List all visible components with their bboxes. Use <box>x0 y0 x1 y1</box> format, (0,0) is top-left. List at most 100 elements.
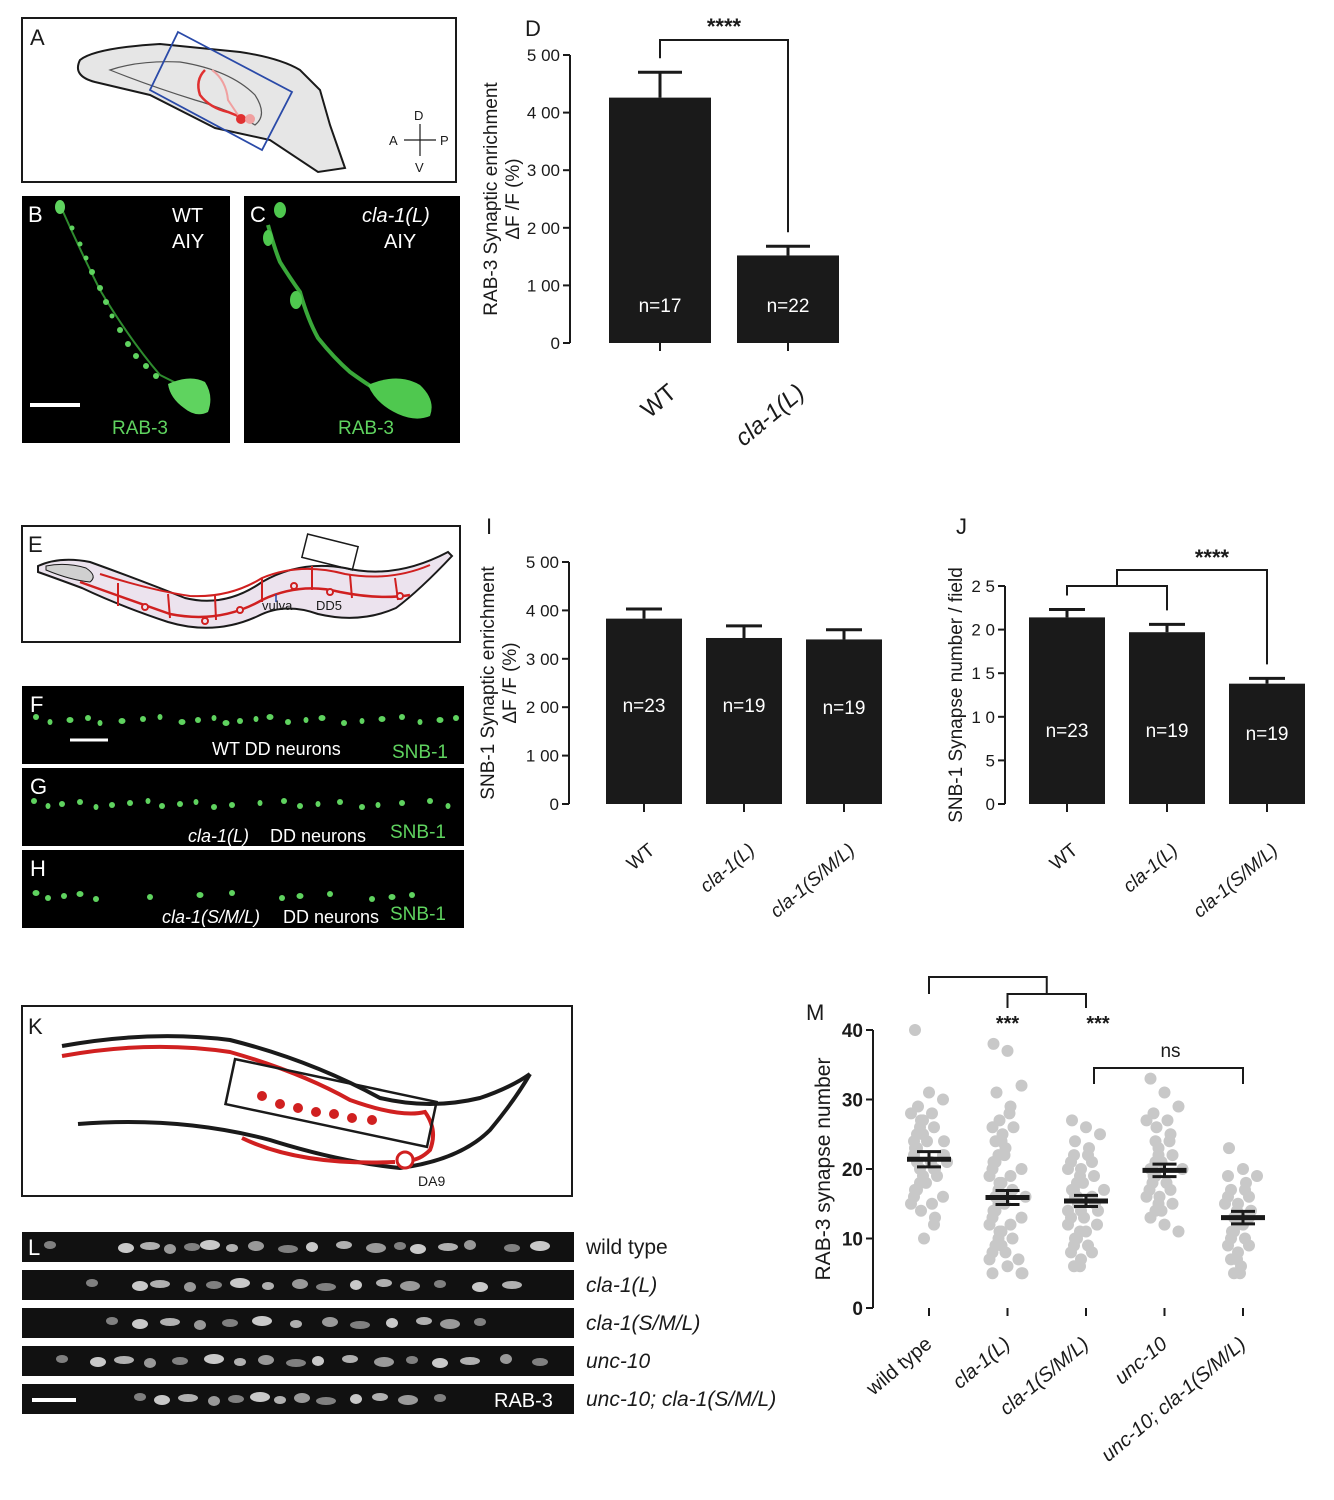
panel-l: wild type cla-1(L) cla-1(S/M/L) unc-10 unc-1… <box>22 1232 776 1414</box>
dd-cell-bodies <box>141 582 404 625</box>
data-point <box>1166 1149 1179 1162</box>
punctum <box>274 1396 286 1404</box>
punctum <box>97 720 103 726</box>
data-point <box>1078 1211 1090 1224</box>
strip-label-2: cla-1(S/M/L) <box>586 1312 700 1335</box>
strip-row-0: wild type <box>22 1232 668 1262</box>
x-category-label-0: WT <box>623 839 659 874</box>
n-label-1: n=19 <box>1146 721 1189 742</box>
punctum <box>375 802 381 808</box>
bar-2 <box>806 639 882 804</box>
punctum <box>132 1319 148 1329</box>
y-tick-label: 20 <box>842 1160 863 1181</box>
panel-h-letter: H <box>30 856 46 881</box>
significance-stars: **** <box>1195 545 1230 570</box>
panel-c-genotype: cla-1(L) <box>362 205 430 227</box>
strip-row-2: cla-1(S/M/L) <box>22 1308 700 1338</box>
y-axis-label: SNB-1 Synaptic enrichment <box>478 566 499 800</box>
punctum <box>66 717 74 723</box>
punctum <box>374 1357 394 1367</box>
n-label-0: n=23 <box>1046 721 1089 742</box>
y-tick-label: 30 <box>842 1091 863 1112</box>
punctum <box>350 1394 362 1404</box>
punctum <box>530 1241 550 1251</box>
data-point <box>1066 1114 1078 1127</box>
data-point <box>1086 1246 1098 1259</box>
strip-label-3: unc-10 <box>586 1350 651 1373</box>
y-tick-label: 5 <box>986 751 995 770</box>
punctum <box>230 1278 250 1288</box>
punctum <box>106 1317 118 1325</box>
strip-label-1: cla-1(L) <box>586 1274 657 1297</box>
data-point <box>1243 1239 1255 1252</box>
data-point <box>928 1218 940 1231</box>
punctum <box>159 803 165 809</box>
worm-head-outline <box>76 42 347 174</box>
punctum <box>157 714 163 720</box>
punctum <box>532 1358 548 1366</box>
punctum <box>440 1319 460 1329</box>
data-point <box>1069 1135 1081 1148</box>
strip-image <box>22 1232 574 1262</box>
aiy-cell-body <box>236 114 246 124</box>
imaging-region-box <box>148 30 294 152</box>
panel-i-letter: I <box>486 514 492 539</box>
punctum <box>258 1355 274 1365</box>
data-point <box>1068 1260 1080 1273</box>
punctum <box>285 719 291 725</box>
punctum <box>278 1245 298 1253</box>
punctum <box>434 1280 446 1288</box>
strip-row-4: unc-10; cla-1(S/M/L) <box>22 1384 776 1414</box>
punctum <box>410 1244 426 1254</box>
punctum <box>33 714 39 720</box>
punctum <box>234 1358 246 1366</box>
punctum <box>195 717 201 723</box>
bar-0 <box>1029 617 1105 804</box>
da9-cell-body <box>395 1150 415 1170</box>
punctum <box>76 891 84 897</box>
y-tick-label: 2 0 <box>971 621 995 640</box>
panel-k-frame <box>21 1005 573 1197</box>
data-point <box>937 1093 949 1106</box>
data-point <box>1158 1218 1171 1231</box>
punctum <box>318 715 326 721</box>
y-tick-label: 1 00 <box>526 747 559 766</box>
panel-h-image <box>22 850 464 928</box>
da9-axon <box>61 1044 436 1163</box>
punctum <box>154 1395 170 1405</box>
punctum <box>388 894 396 900</box>
strip-row-1: cla-1(L) <box>22 1270 657 1300</box>
data-point <box>1015 1163 1028 1175</box>
punctum <box>394 1242 406 1250</box>
panel-b: B WT AIY RAB-3 <box>22 196 230 443</box>
y-tick-label: 0 <box>550 795 559 814</box>
panel-f-label: WT DD neurons <box>212 739 341 759</box>
punctum <box>184 1243 200 1251</box>
data-point <box>1150 1121 1163 1134</box>
panel-f-image <box>22 686 464 764</box>
data-point <box>1086 1156 1098 1169</box>
y-tick-label: 0 <box>551 334 560 353</box>
bracket-ns <box>1093 1067 1244 1084</box>
punctum <box>341 720 347 726</box>
data-point <box>1144 1072 1157 1085</box>
punctum <box>200 1240 220 1250</box>
punctum <box>294 1393 310 1403</box>
y-tick-label: 1 5 <box>971 664 995 683</box>
dd-dorsal-cord <box>99 564 431 598</box>
punctum <box>140 1242 160 1250</box>
worm-pharynx <box>45 563 94 583</box>
data-point <box>1172 1100 1185 1113</box>
punctum <box>85 715 91 721</box>
punctum <box>286 1359 306 1367</box>
vulva-label: vulva <box>262 598 293 613</box>
x-category-label-2: cla-1(S/M/L) <box>766 840 859 923</box>
punctum <box>44 1241 56 1249</box>
punctum <box>436 717 444 723</box>
panel-g-label: DD neurons <box>270 826 366 846</box>
significance-cla1l: *** <box>996 1013 1020 1035</box>
punctum <box>504 1244 520 1252</box>
punctum <box>114 1356 134 1364</box>
n-label-2: n=19 <box>823 698 866 719</box>
